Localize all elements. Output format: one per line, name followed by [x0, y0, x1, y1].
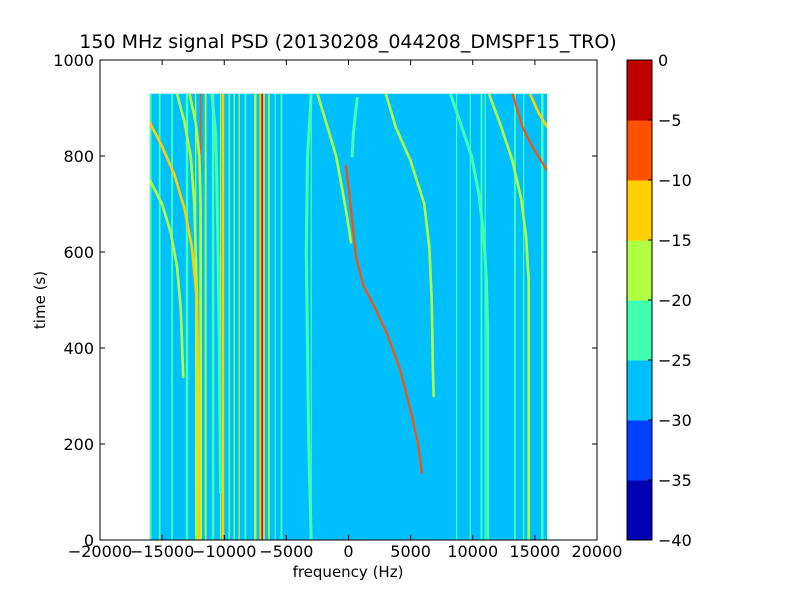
doppler-track-6: [316, 93, 353, 244]
colorbar-tick-label: −25: [658, 351, 692, 370]
colorbar-tick-label: −10: [658, 171, 692, 190]
vertical-line-23: [469, 93, 471, 540]
vertical-line-8: [219, 93, 222, 540]
x-tick-label: 15000: [509, 542, 560, 561]
x-tick-label: −15000: [130, 542, 194, 561]
colorbar-segment: [627, 240, 652, 301]
doppler-track-2: [149, 121, 201, 540]
colorbar-segment: [627, 120, 652, 181]
x-axis: −20000−15000−10000 −5000 0 5000 10000 15000 20…: [68, 60, 623, 561]
chart-title: 150 MHz signal PSD (20130208_044208_DMSP…: [79, 31, 616, 53]
x-tick-label: 20000: [572, 542, 623, 561]
vertical-line-9: [221, 93, 225, 540]
doppler-track-11: [511, 93, 548, 172]
vertical-line-27: [523, 93, 525, 540]
colorbar-segment: [627, 180, 652, 241]
y-tick-label: 800: [63, 147, 94, 166]
vertical-line-21: [310, 93, 312, 540]
colorbar-segment: [627, 60, 652, 121]
y-tick-label: 0: [84, 531, 94, 550]
colorbar-tick-label: −15: [658, 231, 692, 250]
vertical-line-19: [274, 93, 276, 540]
y-tick-label: 200: [63, 435, 94, 454]
vertical-line-10: [228, 93, 231, 540]
vertical-line-18: [268, 93, 270, 540]
colorbar-segment: [627, 360, 652, 421]
y-tick-label: 600: [63, 243, 94, 262]
vertical-line-2: [171, 93, 173, 540]
colorbar-segment: [627, 420, 652, 481]
y-tick-label: 400: [63, 339, 94, 358]
vertical-line-25: [484, 93, 486, 540]
colorbar-tick-label: −5: [658, 111, 682, 130]
colorbar-tick-label: −35: [658, 471, 692, 490]
vertical-line-16: [261, 93, 263, 540]
vertical-line-11: [233, 93, 235, 540]
x-axis-label: frequency (Hz): [293, 563, 404, 581]
vertical-line-28: [541, 93, 544, 540]
vertical-line-24: [480, 93, 483, 540]
colorbar-segment: [627, 480, 652, 541]
doppler-track-7: [344, 164, 423, 474]
doppler-track-10: [487, 93, 530, 540]
x-tick-label: 0: [343, 542, 353, 561]
x-tick-label: 5000: [390, 542, 431, 561]
x-tick-label: −10000: [192, 542, 256, 561]
y-axis-label: time (s): [31, 271, 49, 329]
vertical-line-0: [149, 93, 152, 540]
colorbar: −40 −35 −30 −25 −20 −15 −10 −5 0: [626, 51, 692, 550]
vertical-line-1: [158, 93, 161, 540]
vertical-line-22: [455, 93, 458, 540]
doppler-track-8: [384, 93, 435, 398]
vertical-line-15: [259, 93, 262, 540]
doppler-track-3: [149, 178, 185, 379]
x-tick-label: −5000: [259, 542, 313, 561]
vertical-line-3: [185, 93, 189, 540]
y-axis: 0 200 400 600 800 1000: [53, 51, 597, 550]
y-tick-label: 1000: [53, 51, 94, 70]
colorbar-tick-label: 0: [658, 51, 668, 70]
doppler-track-5: [304, 93, 313, 540]
colorbar-tick-label: −40: [658, 531, 692, 550]
doppler-track-4: [210, 93, 222, 494]
heatmap-layer: [149, 93, 548, 540]
vertical-line-14: [254, 93, 257, 540]
doppler-track-13: [350, 96, 359, 158]
vertical-line-7: [211, 93, 215, 540]
vertical-line-17: [263, 93, 265, 540]
doppler-track-12: [528, 93, 548, 129]
doppler-track-0: [188, 93, 202, 540]
vertical-line-12: [238, 93, 240, 540]
colorbar-tick-label: −30: [658, 411, 692, 430]
doppler-track-9: [448, 93, 490, 540]
vertical-line-6: [204, 93, 207, 540]
x-tick-label: −20000: [68, 542, 132, 561]
colorbar-tick-label: −20: [658, 291, 692, 310]
x-tick-label: 10000: [447, 542, 498, 561]
vertical-line-13: [244, 93, 247, 540]
colorbar-segment: [627, 300, 652, 361]
vertical-line-20: [280, 93, 283, 540]
vertical-line-26: [514, 93, 516, 540]
